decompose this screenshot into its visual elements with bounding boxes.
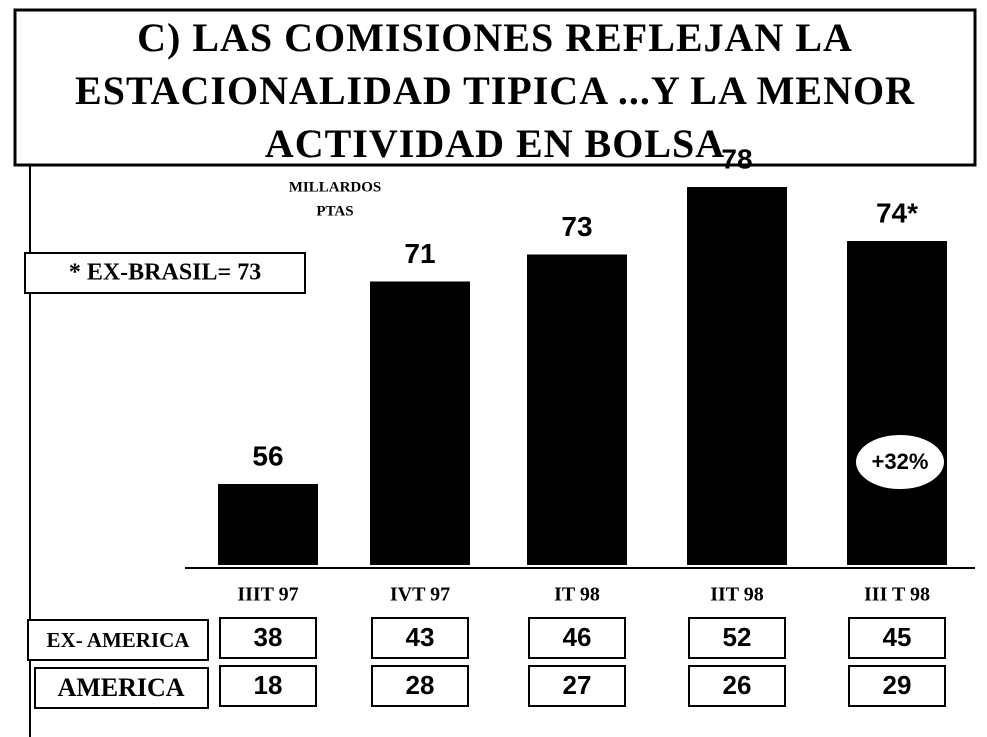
note-box <box>24 252 306 294</box>
table-cell <box>528 665 626 707</box>
table-value: 52 <box>723 622 752 652</box>
unit-label: PTAS <box>316 203 353 219</box>
table-cell <box>848 617 946 659</box>
annotation: +32% <box>872 449 929 474</box>
table-cell <box>848 665 946 707</box>
table-cell <box>219 665 317 707</box>
table-value: 45 <box>883 622 912 652</box>
bar <box>370 281 470 565</box>
value-label: 78 <box>721 143 752 174</box>
title-line: C) LAS COMISIONES REFLEJAN LA <box>137 15 853 60</box>
title-line: ACTIVIDAD EN BOLSA <box>265 121 725 166</box>
table-cell <box>371 665 469 707</box>
unit-label: MILLARDOS <box>289 179 382 195</box>
title-box <box>13 8 977 167</box>
table-value: 38 <box>254 622 283 652</box>
table-cell <box>219 617 317 659</box>
table-value: 43 <box>406 622 435 652</box>
note: * EX-BRASIL= 73 <box>69 260 261 286</box>
x-tick-label: III T 98 <box>864 584 930 606</box>
value-label: 73 <box>561 211 592 242</box>
row-label-box <box>27 619 209 661</box>
title-line: ESTACIONALIDAD TIPICA ...Y LA MENOR <box>75 68 915 113</box>
row-label: AMERICA <box>57 673 184 702</box>
table-value: 46 <box>563 622 592 652</box>
row-label: EX- AMERICA <box>47 628 191 652</box>
value-label: 74* <box>876 197 918 228</box>
table-value: 29 <box>883 670 912 700</box>
table-cell <box>688 665 786 707</box>
x-tick-label: IT 98 <box>554 584 600 606</box>
row-label-box <box>34 667 209 709</box>
x-tick-label: IIT 98 <box>710 584 764 606</box>
table-value: 26 <box>723 670 752 700</box>
annotation-ellipse <box>854 433 946 491</box>
bar <box>847 241 947 565</box>
bar <box>527 254 627 565</box>
table-cell <box>688 617 786 659</box>
bar <box>687 187 787 565</box>
value-label: 56 <box>252 440 283 471</box>
x-tick-label: IIIT 97 <box>237 584 298 606</box>
x-tick-label: IVT 97 <box>390 584 450 606</box>
table-cell <box>528 617 626 659</box>
table-value: 18 <box>254 670 283 700</box>
table-value: 27 <box>563 670 592 700</box>
bar <box>218 484 318 565</box>
table-cell <box>371 617 469 659</box>
value-label: 71 <box>404 238 435 269</box>
table-value: 28 <box>406 670 435 700</box>
